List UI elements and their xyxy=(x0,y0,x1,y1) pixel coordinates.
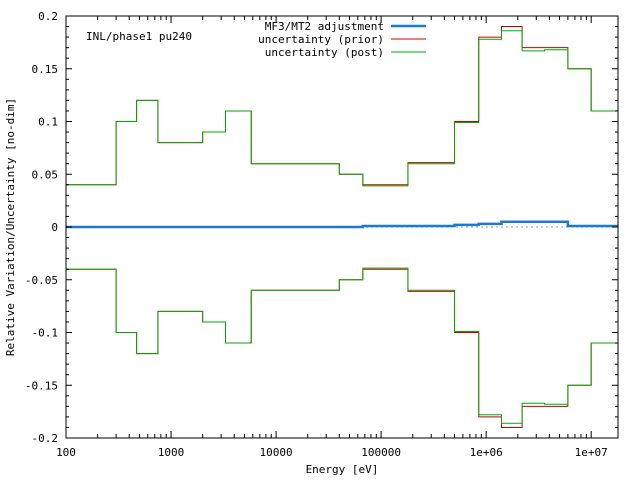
y-tick-label: -0.1 xyxy=(32,327,59,340)
series-uncertainty-post-upper xyxy=(66,30,618,187)
y-tick-label: 0 xyxy=(51,221,58,234)
x-tick-label: 100 xyxy=(56,446,76,459)
x-tick-label: 100000 xyxy=(361,446,401,459)
y-axis-label: Relative Variation/Uncertainty [no-dim] xyxy=(4,98,17,356)
y-tick-label: 0.05 xyxy=(32,168,59,181)
legend-label-mf3-mt2-adjustment: MF3/MT2 adjustment xyxy=(265,20,384,33)
legend-label-uncertainty-prior: uncertainty (prior) xyxy=(258,33,384,46)
y-tick-label: -0.15 xyxy=(25,379,58,392)
y-tick-label: -0.2 xyxy=(32,432,59,445)
x-axis-label: Energy [eV] xyxy=(306,463,379,476)
x-tick-label: 1e+06 xyxy=(470,446,503,459)
y-tick-label: 0.1 xyxy=(38,116,58,129)
legend-label-uncertainty-post: uncertainty (post) xyxy=(265,46,384,59)
x-tick-label: 10000 xyxy=(260,446,293,459)
y-tick-label: 0.15 xyxy=(32,63,59,76)
series-mf3-mt2-adjustment xyxy=(66,220,618,229)
x-tick-label: 1000 xyxy=(158,446,185,459)
series-uncertainty-post-lower xyxy=(66,267,618,424)
x-tick-label: 1e+07 xyxy=(575,446,608,459)
y-tick-label: 0.2 xyxy=(38,10,58,23)
series-uncertainty-prior-lower xyxy=(66,268,618,428)
y-tick-label: -0.05 xyxy=(25,274,58,287)
annotation: INL/phase1 pu240 xyxy=(86,30,192,43)
